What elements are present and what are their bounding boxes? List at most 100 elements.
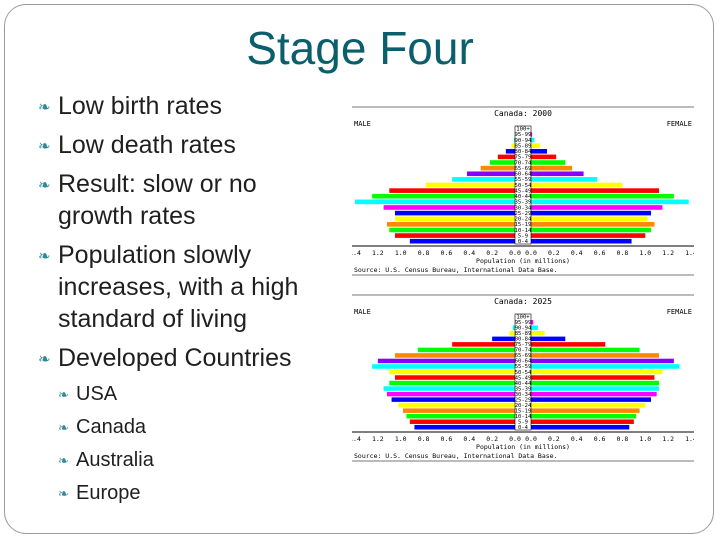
male-bar (395, 233, 515, 238)
female-bar (531, 369, 663, 375)
x-tick-label: 0.4 (571, 435, 583, 443)
male-bar (377, 358, 515, 364)
x-tick-label: 0.8 (617, 435, 629, 443)
age-group-label: 20-24 (515, 403, 532, 409)
female-bar (531, 397, 651, 402)
age-group-label: 60-64 (515, 172, 533, 178)
female-bar (531, 331, 545, 336)
female-bar (531, 238, 632, 244)
bullet-item: ❧ Result: slow or no growth rates (38, 168, 338, 232)
male-bar (509, 331, 515, 336)
male-bar (391, 397, 515, 402)
x-tick-label: 0.2 (486, 435, 498, 443)
population-pyramid-2000: Canada: 2000 MALE FEMALE 100+ 95-99 90-94 85-8… (349, 106, 697, 278)
male-bar (452, 342, 515, 347)
x-tick-label: 1.0 (395, 249, 407, 257)
age-group-label: 100+ (516, 315, 530, 321)
x-tick-label: 1.2 (372, 435, 384, 443)
sub-bullet-item: ❧ Canada (38, 414, 338, 440)
x-tick-label: 1.4 (685, 435, 694, 443)
male-bar (389, 369, 515, 375)
swoosh-bullet-icon: ❧ (38, 248, 51, 265)
swoosh-bullet-icon: ❧ (38, 99, 51, 116)
female-bar (531, 216, 648, 222)
age-group-label: 50-54 (515, 370, 532, 376)
age-group-label: 70-74 (515, 160, 533, 166)
bullet-item: ❧ Developed Countries (38, 342, 338, 374)
female-bar (531, 188, 659, 193)
pyramid-title: Canada: 2000 (494, 109, 552, 118)
male-bar (513, 137, 515, 143)
sub-bullet-item: ❧ Europe (38, 480, 338, 506)
male-bar (395, 210, 515, 216)
x-axis-label: Population (in millions) (476, 443, 570, 451)
age-group-label: 70-74 (515, 348, 532, 354)
x-tick-label: 0.2 (486, 249, 498, 257)
male-bar (511, 143, 515, 148)
male-bar (395, 353, 515, 358)
population-pyramid-2025: Canada: 2025 MALE FEMALE 100+ 95-99 90-94 85-8… (349, 294, 697, 464)
age-group-label: 25-29 (515, 211, 532, 217)
age-group-label: 40-44 (515, 194, 533, 200)
male-bar (414, 424, 515, 430)
bullet-item: ❧ Low birth rates (38, 90, 338, 122)
female-bar (531, 320, 534, 325)
male-bar (389, 380, 515, 386)
female-bar (531, 424, 630, 430)
x-tick-label: 1.0 (639, 249, 651, 257)
age-group-label: 5-9 (518, 233, 528, 239)
age-group-label: 25-29 (515, 397, 532, 403)
x-tick-label: 0.0 (525, 249, 537, 257)
age-group-label: 90-94 (515, 326, 532, 332)
female-bar (531, 364, 680, 369)
male-bar (383, 386, 515, 391)
swoosh-bullet-icon: ❧ (58, 486, 69, 501)
sub-bullet-item: ❧ USA (38, 381, 338, 407)
female-bar (531, 177, 598, 182)
x-tick-label: 0.8 (617, 249, 629, 257)
male-bar (467, 171, 515, 177)
x-tick-label: 0.8 (418, 249, 430, 257)
male-bar (492, 336, 515, 342)
age-column-outline (514, 313, 532, 431)
x-tick-label: 1.2 (372, 249, 384, 257)
x-tick-label: 0.0 (509, 435, 521, 443)
male-bar (403, 408, 515, 413)
bullet-list: ❧ Low birth rates ❧ Low death rates ❧ Resul… (38, 90, 338, 513)
sub-bullet-item: ❧ Australia (38, 447, 338, 473)
swoosh-bullet-icon: ❧ (58, 453, 69, 468)
female-bar (531, 199, 689, 205)
male-bar (505, 148, 515, 154)
x-tick-label: 0.4 (463, 435, 475, 443)
female-bar (531, 380, 659, 386)
age-group-label: 80-84 (515, 337, 532, 343)
x-tick-label: 0.6 (441, 435, 453, 443)
bullet-text: Population slowly increases, with a high… (58, 241, 299, 333)
male-bar (512, 325, 515, 331)
swoosh-bullet-icon: ❧ (58, 387, 69, 402)
female-bar (531, 233, 646, 238)
female-bar (531, 137, 535, 143)
x-tick-label: 0.0 (525, 435, 537, 443)
x-tick-label: 0.6 (441, 249, 453, 257)
bullet-text: Low death rates (58, 131, 236, 159)
age-group-label: 100+ (516, 127, 530, 133)
pyramid-svg-2000: Canada: 2000 MALE FEMALE 100+95-9990-9485-8… (349, 106, 697, 276)
male-bar (383, 205, 515, 210)
pyramid-male-label: MALE (354, 308, 371, 316)
male-bar (372, 193, 515, 199)
female-bar (531, 165, 573, 171)
female-bar (531, 375, 655, 380)
age-group-label: 15-19 (515, 222, 532, 228)
male-bar (387, 391, 515, 397)
pyramid-svg-2025: Canada: 2025 MALE FEMALE 100+95-9990-9485-8… (349, 294, 697, 462)
age-group-label: 35-39 (515, 200, 532, 206)
female-bar (531, 358, 674, 364)
age-group-label: 0-4 (518, 425, 529, 431)
age-group-label: 45-49 (515, 375, 532, 381)
age-group-label: 60-64 (515, 359, 532, 365)
female-bar (531, 353, 659, 358)
x-tick-label: 0.8 (418, 435, 430, 443)
age-group-label: 55-59 (515, 177, 532, 183)
x-tick-label: 0.0 (509, 249, 521, 257)
